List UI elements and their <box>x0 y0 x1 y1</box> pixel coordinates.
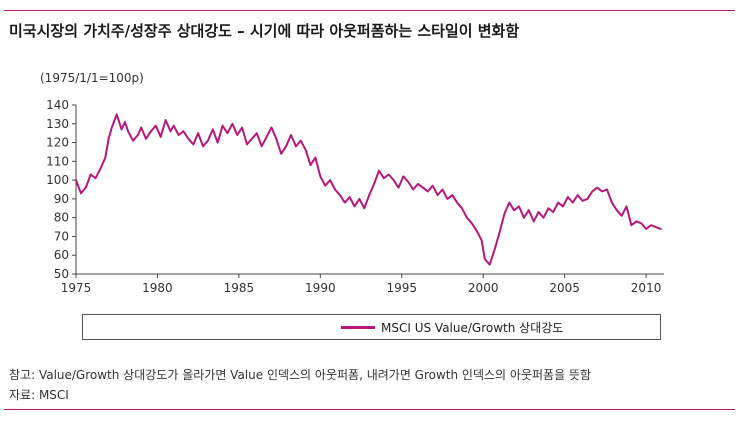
y-tick-label: 90 <box>54 192 69 206</box>
x-tick-label: 1980 <box>142 281 173 295</box>
legend-swatch <box>341 326 375 329</box>
y-tick-label: 120 <box>46 136 69 150</box>
x-tick-label: 2005 <box>549 281 580 295</box>
x-tick-label: 2010 <box>631 281 662 295</box>
y-tick-label: 60 <box>54 248 69 262</box>
y-tick-label: 80 <box>54 211 69 225</box>
unit-label: (1975/1/1=100p) <box>40 71 144 85</box>
y-tick-label: 100 <box>46 173 69 187</box>
note-text: 참고: Value/Growth 상대강도가 올라가면 Value 인덱스의 아… <box>9 368 591 382</box>
y-tick-label: 140 <box>46 98 69 112</box>
y-tick-label: 70 <box>54 229 69 243</box>
x-tick-label: 2000 <box>468 281 499 295</box>
legend-label: MSCI US Value/Growth 상대강도 <box>381 321 564 335</box>
chart-title: 미국시장의 가치주/성장주 상대강도 – 시기에 따라 아웃퍼폼하는 스타일이 … <box>9 22 520 40</box>
top-rule <box>4 10 735 11</box>
y-tick-label: 50 <box>54 267 69 281</box>
series-layer <box>75 113 662 266</box>
x-axis: 1975 1980 1985 1990 1995 2000 2005 2010 <box>61 273 664 295</box>
source-text: 자료: MSCI <box>9 388 69 402</box>
x-tick-label: 1985 <box>224 281 255 295</box>
y-tick-label: 130 <box>46 117 69 131</box>
y-axis: 50 60 70 80 90 100 110 120 130 140 <box>46 98 77 281</box>
legend: MSCI US Value/Growth 상대강도 <box>82 314 661 340</box>
x-tick-label: 1975 <box>61 281 92 295</box>
x-tick-label: 1990 <box>305 281 336 295</box>
x-tick-label: 1995 <box>386 281 417 295</box>
series-line <box>75 113 662 266</box>
y-tick-label: 110 <box>46 154 69 168</box>
bottom-rule <box>4 409 735 410</box>
